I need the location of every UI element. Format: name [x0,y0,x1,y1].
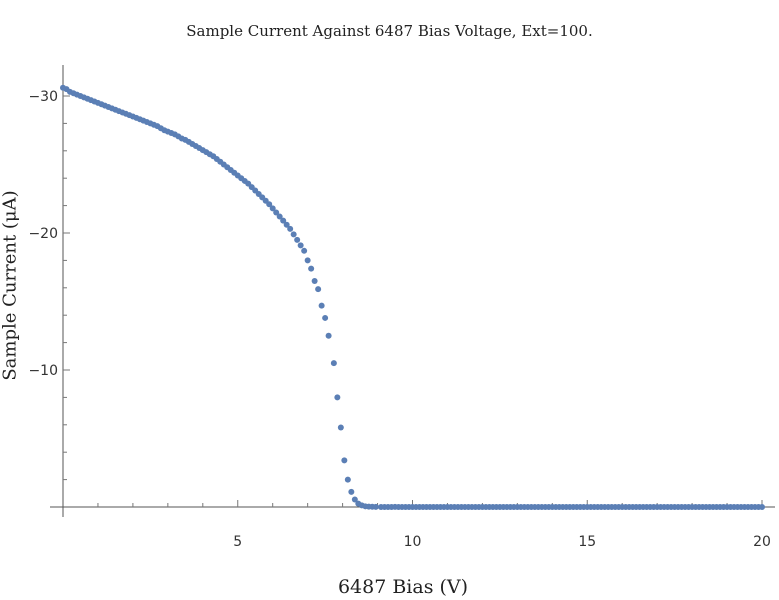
data-point [334,394,341,401]
y-tick-label: −10 [28,363,58,379]
data-point [283,221,290,228]
data-point [280,217,287,224]
data-point [301,247,308,254]
data-point [308,265,315,272]
data-point [337,424,344,431]
data-point [266,201,273,208]
data-point [325,332,332,339]
x-axis-label: 6487 Bias (V) [337,576,469,598]
data-point [290,231,297,238]
data-point [294,236,301,243]
data-point [304,257,311,264]
data-point [341,457,348,464]
data-point [759,504,765,510]
data-point [315,286,322,293]
y-tick-label: −20 [28,226,58,242]
data-point [297,242,304,249]
data-points [60,84,765,510]
axes: 5 10 15 20 −30 −20 −10 [28,65,775,550]
data-point [269,205,276,212]
data-point [318,302,325,309]
data-point [344,476,351,483]
data-point [330,360,337,367]
data-point [311,277,318,284]
x-tick-label: 20 [753,534,771,550]
data-point [372,503,379,510]
data-point [287,225,294,232]
y-tick-label: −30 [28,89,58,105]
data-point [348,488,355,495]
data-point [276,213,283,220]
data-point [322,314,329,321]
x-tick-label: 10 [404,534,422,550]
x-tick-label: 15 [578,534,596,550]
x-tick-label: 5 [233,534,242,550]
data-point [273,209,280,216]
data-point [351,496,358,503]
chart-title: Sample Current Against 6487 Bias Voltage… [186,22,593,40]
